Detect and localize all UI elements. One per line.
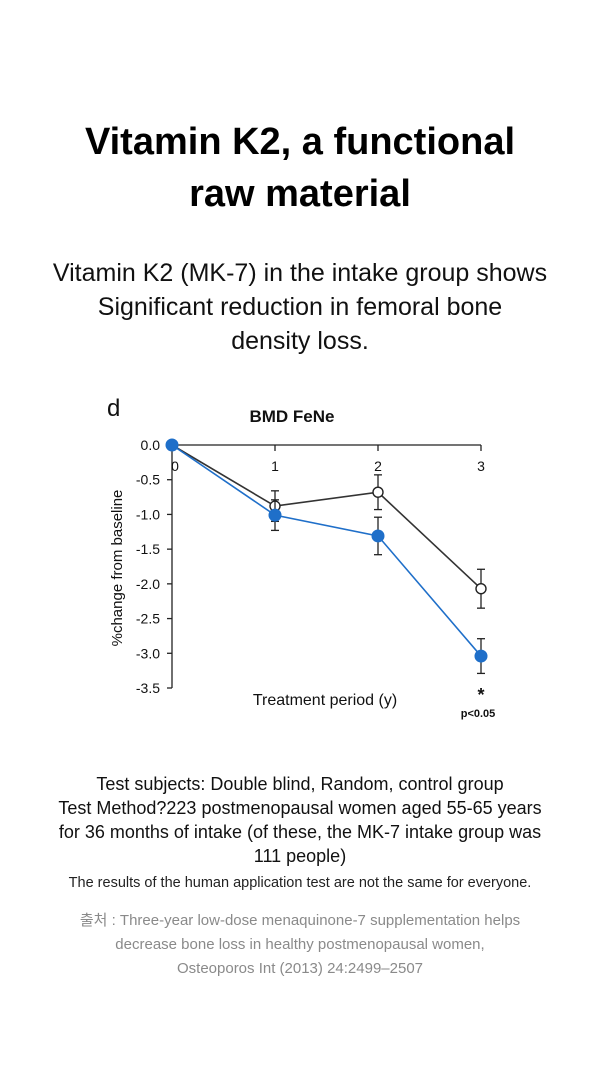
page-title-line: Vitamin K2, a functional: [84, 121, 516, 163]
page-subtitle-line: density loss.: [231, 327, 369, 355]
page-subtitle-line: Significant reduction in femoral bone: [97, 293, 503, 321]
series-line: [171, 444, 482, 657]
y-tick-label: -1.5: [136, 541, 160, 557]
study-info: Test subjects: Double blind, Random, con…: [0, 772, 600, 868]
source-line: 출처 : Three-year low-dose menaquinone-7 s…: [79, 912, 521, 929]
significance-marker: *: [477, 685, 484, 705]
study-info-line: 111 people): [253, 846, 347, 866]
series-line: [171, 444, 482, 590]
page-subtitle-line: Vitamin K2 (MK-7) in the intake group sh…: [52, 259, 548, 287]
data-point: [371, 529, 385, 543]
source-line: Osteoporos Int (2013) 24:2499–2507: [176, 960, 423, 977]
y-tick-label: -2.0: [136, 576, 160, 592]
study-info-line: Test subjects: Double blind, Random, con…: [96, 774, 504, 794]
y-tick-label: -3.5: [136, 680, 160, 696]
data-point: [268, 508, 282, 522]
chart-annotations: * p<0.05: [461, 685, 496, 720]
chart-title: BMD FeNe: [249, 407, 334, 426]
study-info-line: Test Method?223 postmenopausal women age…: [58, 798, 542, 818]
x-tick-label: 1: [271, 458, 279, 474]
chart-series-layer: [165, 438, 488, 675]
data-point: [165, 438, 179, 452]
chart-axes: 0.0 -0.5 -1.0 -1.5 -2.0 -2.5 -3.0 -3.5 0 1 2 3: [136, 437, 485, 696]
page-subtitle: Vitamin K2 (MK-7) in the intake group sh…: [0, 256, 600, 358]
study-info-line: for 36 months of intake (of these, the M…: [58, 822, 542, 842]
bmd-line-chart: d BMD FeNe %change from baseline Treatme…: [107, 395, 496, 720]
data-point: [474, 649, 488, 663]
series-0: [166, 439, 487, 609]
x-tick-label: 3: [477, 458, 485, 474]
source-citation: 출처 : Three-year low-dose menaquinone-7 s…: [0, 909, 600, 981]
y-tick-label: 0.0: [141, 437, 161, 453]
p-value-label: p<0.05: [461, 708, 496, 720]
y-tick-label: -1.0: [136, 506, 160, 522]
y-tick-label: -3.0: [136, 645, 160, 661]
y-tick-label: -2.5: [136, 611, 160, 627]
y-tick-label: -0.5: [136, 472, 160, 488]
source-line: decrease bone loss in healthy postmenopa…: [115, 936, 485, 953]
x-tick-label: 0: [171, 458, 179, 474]
chart-x-axis-label: Treatment period (y): [253, 692, 397, 709]
chart-panel-label: d: [107, 395, 120, 422]
data-point: [372, 486, 384, 498]
page-title: Vitamin K2, a functional raw material: [0, 116, 600, 220]
chart-y-axis-label: %change from baseline: [109, 490, 126, 647]
disclaimer-text: The results of the human application tes…: [68, 875, 532, 891]
x-tick-label: 2: [374, 458, 382, 474]
page-title-line: raw material: [189, 173, 411, 215]
data-point: [475, 583, 487, 595]
series-1: [165, 438, 488, 675]
